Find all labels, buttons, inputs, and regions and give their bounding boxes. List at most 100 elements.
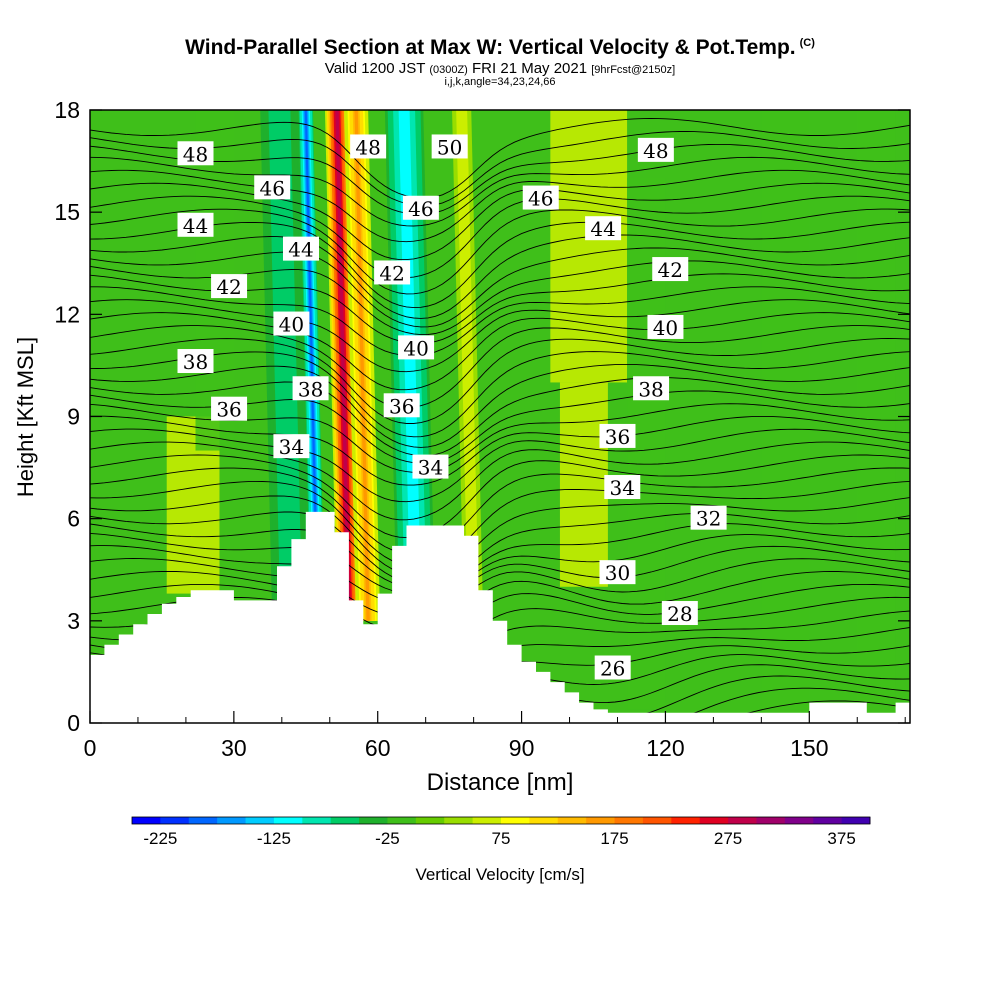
theta-contour-line [90,234,910,319]
theta-label-text: 38 [183,350,208,374]
theta-label-text: 42 [216,275,241,299]
theta-label-box [661,601,698,626]
colorbar-swatch [359,817,388,824]
colorbar-swatch [132,817,161,824]
theta-label-text: 34 [610,476,635,500]
theta-label-box [402,195,439,220]
title-main: Wind-Parallel Section at Max W: Vertical… [185,36,796,59]
field-patch [550,110,628,383]
colorbar-swatch [387,817,417,824]
theta-label: 36 [211,396,248,422]
theta-contour-line [90,195,910,279]
theta-label-text: 32 [696,507,721,531]
theta-label: 34 [273,434,310,459]
x-tick-label: 150 [790,735,828,761]
y-tick-label: 3 [67,608,80,634]
theta-contour-line [90,428,910,503]
theta-label: 30 [599,560,636,585]
colorbar-swatch [160,817,190,824]
colorbar-tick-label: 375 [827,829,855,848]
theta-label: 42 [652,257,689,282]
valid-time: Valid 1200 JST [324,60,426,77]
theta-label-box [633,376,670,401]
theta-label-text: 46 [259,176,284,200]
theta-label-text: 48 [355,135,380,159]
theta-label-text: 48 [643,139,668,163]
theta-label-text: 42 [658,258,683,282]
theta-label-box [211,274,248,299]
field-patch [761,110,810,710]
theta-label-box [177,349,214,374]
theta-label: 40 [273,311,310,337]
theta-label-text: 40 [279,313,304,337]
y-axis-label: Height [Kft MSL] [13,337,38,497]
theta-label-box [647,314,684,339]
theta-label-box [177,141,214,166]
colorbar: -225 -125 -25 75 175 275 375 [131,816,871,848]
colorbar-tick-label: 275 [714,829,742,848]
theta-label-box [690,505,727,530]
theta-label-text: 46 [528,187,553,211]
theta-contour-line [90,467,910,554]
theta-label-text: 36 [605,425,630,449]
theta-contour-line [90,415,910,486]
theta-label-text: 40 [403,336,428,360]
theta-label-box [604,475,641,500]
colorbar-tick-label: 175 [600,829,628,848]
colorbar-swatch [728,817,757,824]
x-tick-label: 120 [646,735,684,761]
theta-label: 42 [374,260,411,285]
theta-label-text: 28 [667,602,692,626]
theta-label: 34 [412,454,449,480]
theta-label-text: 30 [605,561,630,585]
y-tick-label: 9 [67,404,80,430]
theta-label-box [292,376,329,401]
colorbar-swatch [557,817,587,824]
velocity-band-updraft-east [460,110,475,621]
theta-contour-line [90,312,910,391]
x-tick-label: 0 [84,735,97,761]
theta-contour-line [90,131,910,207]
theta-label-box [599,423,636,448]
theta-contour-line [90,338,910,424]
theta-label-box [652,257,689,282]
theta-contour-line [90,532,910,595]
colorbar-swatch [784,817,814,824]
theta-label-box [637,137,674,162]
theta-label: 38 [633,376,670,401]
chart-indices: i,j,k,angle=34,23,24,66 [444,76,556,88]
colorbar-swatch [302,817,332,824]
theta-label: 42 [211,274,248,299]
colorbar-swatch [529,817,559,824]
colorbar-swatch [444,817,474,824]
theta-contour-line [90,454,910,539]
theta-label-box [273,434,310,459]
theta-contour-line [90,182,910,261]
x-tick-label: 30 [221,735,247,761]
theta-label: 50 [431,134,468,159]
theta-label-text: 26 [600,657,625,681]
colorbar-swatch [217,817,247,824]
theta-label: 36 [383,393,420,418]
theta-label-box [282,236,319,261]
colorbar-swatch [756,817,786,824]
colorbar-swatch [671,817,701,824]
colorbar-swatch [586,817,616,824]
colorbar-swatch [415,817,445,824]
theta-label-box [431,134,468,159]
y-tick-label: 18 [54,97,80,123]
theta-contour-line [90,299,910,373]
theta-label: 32 [690,505,727,531]
theta-label: 46 [254,175,291,200]
theta-label: 48 [177,141,214,166]
theta-label: 44 [177,212,214,238]
x-axis-label: Distance [nm] [427,769,574,796]
theta-label-text: 42 [379,261,404,285]
colorbar-swatch [330,817,360,824]
theta-label: 34 [604,475,641,500]
colorbar-tick-label: -25 [375,829,400,848]
theta-label-box [522,185,559,210]
colorbar-swatch [642,817,672,824]
